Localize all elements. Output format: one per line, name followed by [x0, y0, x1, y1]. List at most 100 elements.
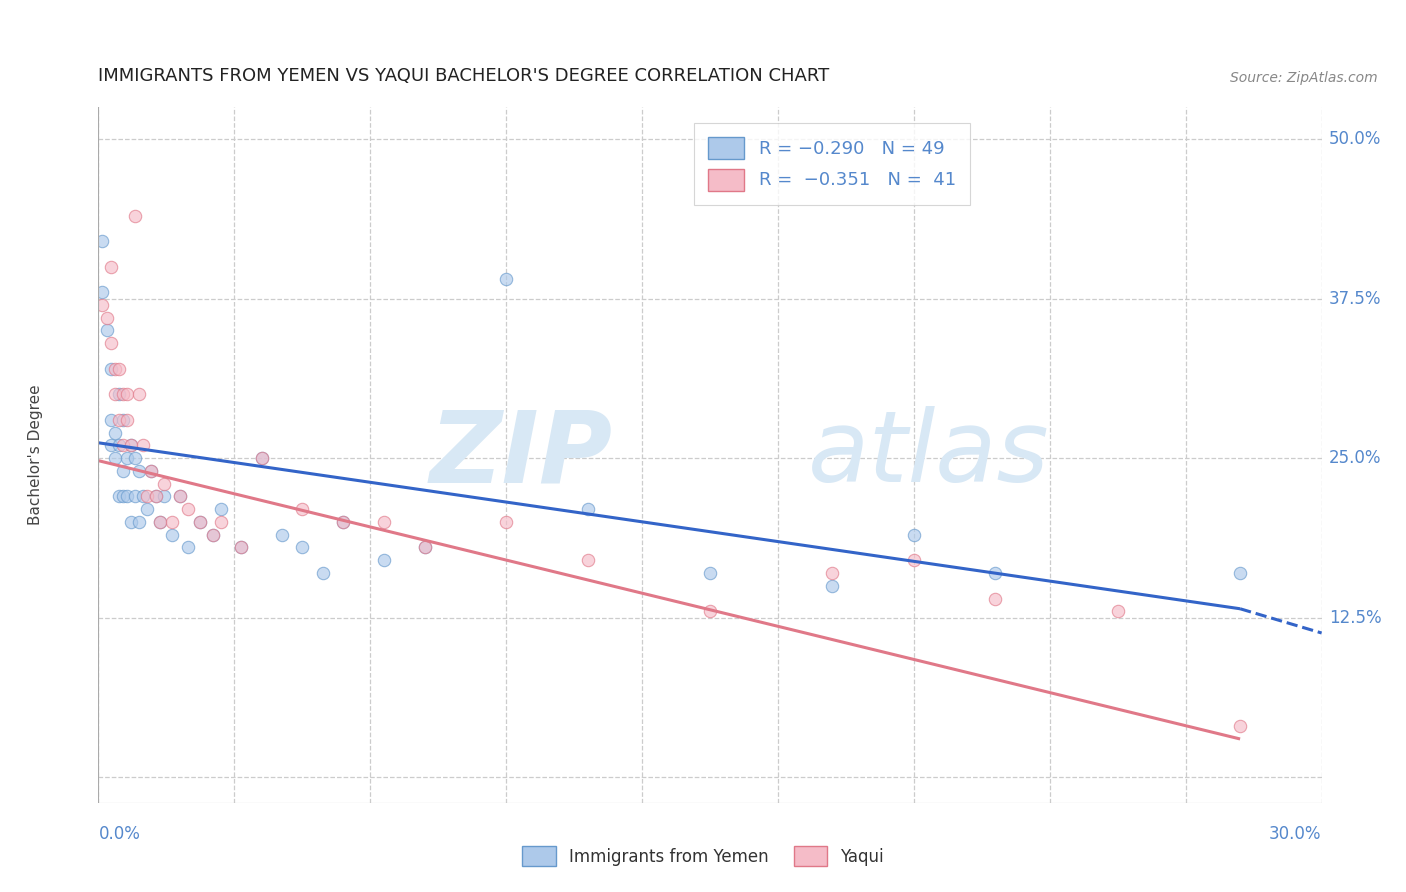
Point — [96, 310, 118, 325]
Point — [188, 515, 212, 529]
Point — [231, 541, 253, 555]
Point — [108, 413, 131, 427]
Text: 37.5%: 37.5% — [1329, 290, 1381, 308]
Point — [100, 438, 122, 452]
Point — [576, 502, 599, 516]
Point — [413, 541, 436, 555]
Point — [413, 541, 436, 555]
Point — [91, 285, 114, 300]
Legend: Immigrants from Yemen, Yaqui: Immigrants from Yemen, Yaqui — [513, 838, 893, 875]
Point — [312, 566, 335, 580]
Text: ZIP: ZIP — [429, 407, 612, 503]
Point — [1229, 719, 1251, 733]
Point — [108, 361, 131, 376]
Text: IMMIGRANTS FROM YEMEN VS YAQUI BACHELOR'S DEGREE CORRELATION CHART: IMMIGRANTS FROM YEMEN VS YAQUI BACHELOR'… — [98, 67, 830, 85]
Text: Bachelor's Degree: Bachelor's Degree — [28, 384, 42, 525]
Point — [124, 209, 146, 223]
Text: 30.0%: 30.0% — [1270, 825, 1322, 843]
Point — [209, 502, 232, 516]
Point — [201, 527, 224, 541]
Point — [111, 438, 134, 452]
Point — [250, 451, 273, 466]
Point — [124, 451, 146, 466]
Point — [209, 515, 232, 529]
Point — [495, 272, 517, 286]
Point — [821, 579, 844, 593]
Point — [128, 515, 150, 529]
Point — [160, 515, 183, 529]
Text: Source: ZipAtlas.com: Source: ZipAtlas.com — [1230, 70, 1378, 85]
Point — [120, 438, 142, 452]
Point — [104, 387, 127, 401]
Text: 0.0%: 0.0% — [98, 825, 141, 843]
Point — [111, 490, 134, 504]
Point — [111, 387, 134, 401]
Point — [91, 234, 114, 248]
Point — [149, 515, 172, 529]
Point — [91, 298, 114, 312]
Point — [104, 425, 127, 440]
Point — [1107, 604, 1129, 618]
Point — [332, 515, 354, 529]
Point — [576, 553, 599, 567]
Point — [1229, 566, 1251, 580]
Point — [821, 566, 844, 580]
Point — [145, 490, 167, 504]
Point — [104, 451, 127, 466]
Point — [136, 502, 159, 516]
Point — [332, 515, 354, 529]
Point — [128, 464, 150, 478]
Point — [115, 387, 138, 401]
Point — [984, 566, 1007, 580]
Point — [373, 515, 395, 529]
Point — [108, 490, 131, 504]
Point — [104, 361, 127, 376]
Point — [124, 490, 146, 504]
Point — [100, 413, 122, 427]
Point — [108, 387, 131, 401]
Point — [111, 464, 134, 478]
Point — [903, 527, 925, 541]
Point — [169, 490, 191, 504]
Point — [160, 527, 183, 541]
Point — [115, 451, 138, 466]
Point — [291, 502, 314, 516]
Point — [149, 515, 172, 529]
Point — [120, 515, 142, 529]
Point — [141, 464, 163, 478]
Point — [373, 553, 395, 567]
Point — [495, 515, 517, 529]
Point — [177, 502, 200, 516]
Point — [270, 527, 294, 541]
Point — [903, 553, 925, 567]
Point — [96, 323, 118, 337]
Point — [152, 490, 174, 504]
Point — [145, 490, 167, 504]
Point — [100, 260, 122, 274]
Point — [120, 438, 142, 452]
Point — [188, 515, 212, 529]
Point — [111, 413, 134, 427]
Point — [115, 490, 138, 504]
Text: 25.0%: 25.0% — [1329, 449, 1381, 467]
Point — [699, 566, 721, 580]
Point — [141, 464, 163, 478]
Legend: R = −0.290   N = 49, R =  −0.351   N =  41: R = −0.290 N = 49, R = −0.351 N = 41 — [693, 123, 970, 205]
Point — [201, 527, 224, 541]
Point — [984, 591, 1007, 606]
Point — [177, 541, 200, 555]
Point — [136, 490, 159, 504]
Point — [291, 541, 314, 555]
Point — [132, 490, 155, 504]
Point — [699, 604, 721, 618]
Point — [152, 476, 174, 491]
Point — [108, 438, 131, 452]
Point — [128, 387, 150, 401]
Text: 50.0%: 50.0% — [1329, 130, 1381, 148]
Point — [250, 451, 273, 466]
Point — [100, 361, 122, 376]
Text: 12.5%: 12.5% — [1329, 608, 1381, 627]
Point — [100, 336, 122, 351]
Point — [231, 541, 253, 555]
Point — [169, 490, 191, 504]
